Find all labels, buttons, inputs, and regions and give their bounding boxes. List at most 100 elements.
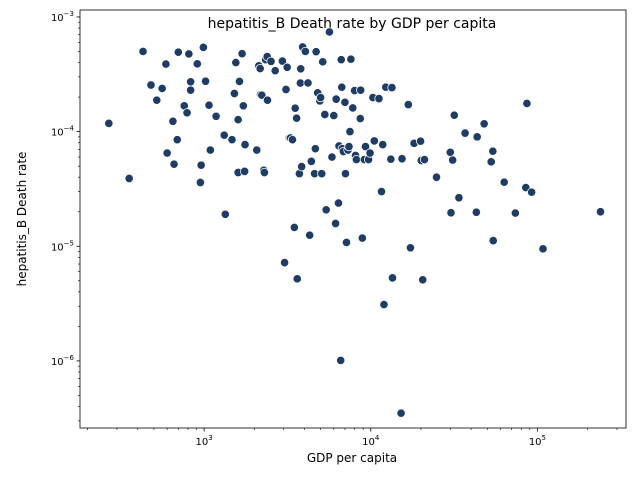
data-point (186, 85, 196, 95)
data-point (310, 144, 320, 154)
data-point (416, 136, 426, 146)
data-point (229, 88, 239, 99)
data-point (345, 127, 355, 137)
data-point (337, 82, 347, 92)
data-point (446, 208, 456, 218)
data-point (297, 162, 307, 172)
data-point (104, 118, 114, 128)
data-point (305, 230, 315, 240)
data-point (445, 147, 455, 157)
data-point (357, 233, 367, 243)
data-point (378, 140, 388, 150)
data-point (227, 135, 237, 145)
x-tick-label: 104 (362, 434, 380, 448)
data-point (317, 169, 327, 179)
data-point (538, 244, 548, 254)
data-point (234, 76, 245, 86)
data-point (296, 64, 306, 74)
data-point (336, 55, 346, 65)
data-point (397, 154, 407, 164)
data-point (340, 169, 351, 179)
data-point (200, 76, 211, 86)
data-point (186, 77, 196, 87)
data-point (220, 209, 230, 219)
data-point (355, 113, 365, 124)
data-point (173, 47, 183, 57)
y-tick-label: 10−4 (51, 125, 75, 139)
data-point (327, 152, 337, 162)
data-point (300, 46, 310, 57)
data-point (172, 135, 182, 145)
data-point (138, 46, 148, 57)
data-point (333, 198, 344, 208)
data-point (346, 54, 356, 64)
data-point (374, 94, 384, 104)
data-point (351, 155, 361, 165)
data-point (418, 275, 428, 285)
data-point (344, 142, 354, 152)
data-point (289, 222, 299, 233)
y-tick-label: 10−3 (51, 10, 74, 24)
data-point (195, 177, 205, 188)
data-point (146, 80, 156, 90)
data-point (240, 140, 250, 150)
minor-ticks (78, 21, 618, 430)
data-point (184, 49, 194, 59)
data-point (311, 47, 321, 57)
data-point (238, 101, 248, 111)
data-point (360, 142, 371, 152)
data-point (157, 83, 167, 94)
data-point (240, 166, 250, 176)
data-point (182, 108, 192, 118)
data-point (233, 115, 243, 125)
data-point (488, 146, 498, 156)
data-point (479, 119, 489, 129)
y-axis-ticks: 10−6 10−5 10−4 10−3 (51, 10, 80, 368)
data-point (454, 193, 464, 203)
data-point (252, 145, 262, 155)
data-point (205, 145, 215, 155)
data-point (486, 157, 496, 167)
data-points (104, 27, 606, 418)
data-point (369, 136, 379, 146)
data-point (282, 62, 292, 72)
data-point (488, 236, 498, 246)
data-point (161, 59, 171, 69)
data-point (277, 56, 287, 66)
data-point (219, 130, 229, 140)
data-point (255, 63, 265, 74)
data-point (324, 27, 335, 37)
data-point (460, 128, 470, 138)
data-point (348, 103, 358, 113)
data-point (266, 56, 276, 66)
data-point (396, 408, 406, 418)
data-point (376, 186, 387, 197)
data-point (237, 49, 247, 59)
data-point (303, 78, 313, 88)
x-axis-label: GDP per capita (307, 451, 397, 465)
data-point (471, 207, 481, 217)
data-point (259, 167, 269, 178)
data-point (379, 300, 389, 310)
y-axis-label: hepatitis_B Death rate (15, 152, 29, 287)
data-point (329, 111, 339, 121)
data-point (341, 237, 352, 248)
data-point (419, 155, 430, 165)
data-point (320, 109, 330, 120)
data-point (387, 83, 397, 93)
data-point (387, 273, 398, 283)
data-point (231, 58, 241, 68)
data-point (292, 274, 302, 284)
data-point (169, 159, 179, 169)
data-point (331, 218, 341, 229)
data-point (365, 148, 375, 158)
data-point (192, 59, 202, 69)
y-tick-label: 10−6 (51, 354, 75, 368)
data-point (386, 154, 396, 164)
data-point (336, 355, 346, 366)
data-point (281, 84, 291, 95)
data-point (292, 113, 302, 123)
data-point (522, 98, 532, 109)
data-point (403, 100, 413, 110)
